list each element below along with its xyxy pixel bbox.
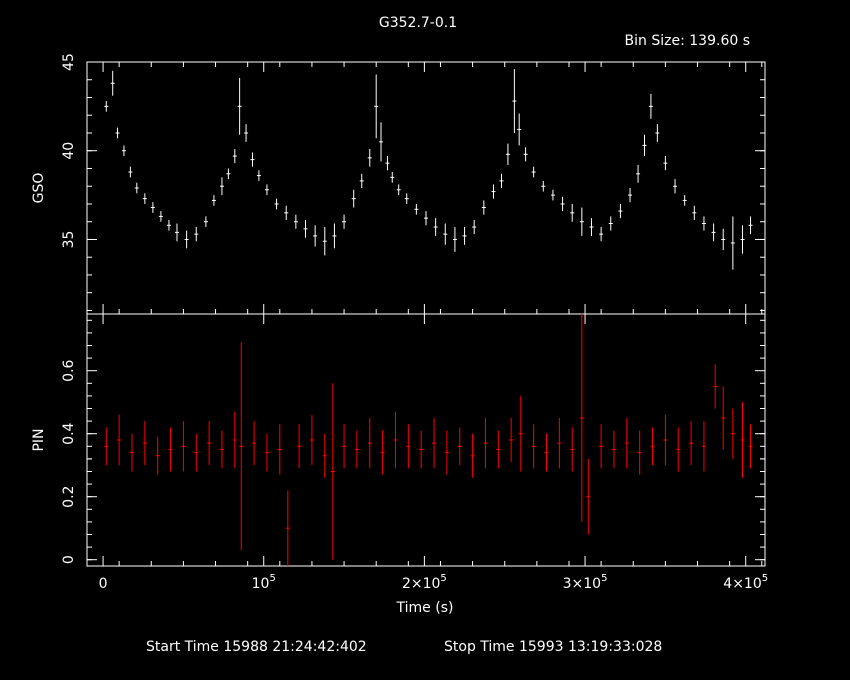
top-panel-ticks: 35 40 45 [61, 53, 765, 311]
x-axis-label: Time (s) [396, 600, 454, 616]
y-tick-label: 0.6 [61, 359, 77, 381]
chart-title: G352.7-0.1 [379, 15, 457, 31]
y-tick-label: 0.2 [61, 486, 77, 508]
x-tick-label: 105 [252, 573, 276, 592]
x-axis-ticks: 0 105 2×105 3×105 4×105 [86, 62, 768, 592]
y-tick-label: 40 [61, 142, 77, 160]
gso-axis-label: GSO [31, 173, 47, 204]
y-tick-label: 0.4 [61, 422, 77, 444]
x-tick-label: 0 [99, 576, 108, 592]
y-tick-label: 35 [61, 231, 77, 249]
pin-axis-label: PIN [31, 428, 47, 451]
x-tick-label: 2×105 [402, 573, 447, 592]
pin-series [104, 314, 753, 566]
bottom-panel-frame [86, 313, 766, 567]
bin-size-label: Bin Size: 139.60 s [625, 33, 750, 49]
start-time-label: Start Time 15988 21:24:42:402 [146, 639, 367, 655]
gso-series [104, 69, 753, 270]
x-tick-label: 4×105 [723, 573, 768, 592]
stop-time-label: Stop Time 15993 13:19:33:028 [444, 639, 662, 655]
x-tick-label: 3×105 [563, 573, 608, 592]
y-tick-label: 0 [61, 555, 77, 564]
bottom-panel-ticks: 0 0.2 0.4 0.6 [61, 319, 765, 564]
y-tick-label: 45 [61, 53, 77, 71]
top-panel-frame [86, 61, 766, 315]
